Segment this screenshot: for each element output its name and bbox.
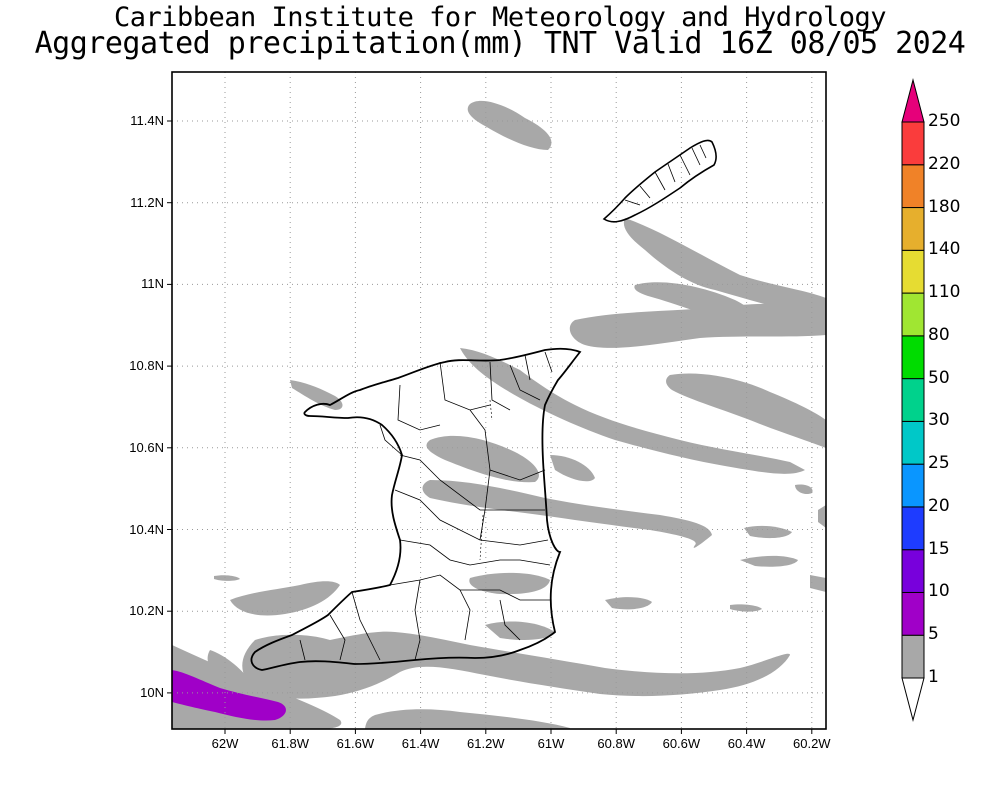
precip-swath-m	[469, 572, 550, 595]
colorbar-segment	[901, 420, 925, 465]
precip-swath-s	[242, 631, 790, 699]
colorbar-segment	[901, 591, 925, 636]
precip-swath-j	[744, 525, 792, 539]
lat-label: 10.4N	[129, 521, 164, 537]
lon-label: 61W	[537, 736, 565, 751]
colorbar-segment	[901, 634, 925, 679]
colorbar-label: 15	[928, 538, 950, 559]
lon-label: 61.8W	[271, 736, 309, 751]
colorbar-label: 80	[928, 324, 950, 345]
colorbar	[901, 78, 925, 722]
precip-swath-i	[795, 484, 813, 495]
precip-swath-d	[666, 373, 826, 448]
title-product: Aggregated precipitation(mm) TNT Valid 1…	[34, 26, 966, 61]
colorbar-label: 20	[928, 495, 950, 516]
lat-label: 11.4N	[130, 113, 164, 128]
precip-swath-k	[740, 555, 798, 567]
colorbar-segment	[901, 292, 925, 337]
precip-swath-r	[485, 621, 555, 640]
colorbar-label: 1	[928, 667, 939, 687]
graticule	[172, 72, 826, 729]
precip-swath-w	[810, 575, 826, 592]
lon-label: 61.2W	[467, 736, 505, 751]
precip-swath-o	[730, 604, 762, 612]
precipitation-layer	[172, 100, 826, 729]
lon-label: 60.2W	[793, 736, 831, 751]
colorbar-segment	[901, 506, 925, 551]
lat-label: 10.2N	[129, 603, 164, 619]
lon-label: 60.4W	[727, 736, 766, 751]
colorbar-bottom-triangle	[901, 677, 925, 722]
colorbar-label: 10	[928, 581, 950, 602]
trinidad-outline	[250, 347, 582, 671]
colorbar-label: 140	[928, 239, 961, 260]
lon-label: 60.8W	[597, 736, 635, 751]
colorbar-segment	[901, 378, 925, 422]
tobago-outline	[602, 139, 717, 223]
title-institute: Caribbean Institute for Meteorology and …	[113, 2, 887, 33]
colorbar-label: 50	[928, 367, 950, 388]
colorbar-segment	[901, 207, 925, 251]
lon-label: 61.6W	[336, 736, 375, 751]
lat-label: 10.8N	[129, 358, 164, 374]
colorbar-label: 250	[928, 111, 961, 131]
precip-swath-b	[569, 303, 826, 348]
colorbar-segment	[901, 121, 925, 166]
colorbar-segment	[901, 249, 925, 294]
precip-swath-g	[550, 455, 595, 482]
lon-label: 62W	[211, 736, 239, 751]
colorbar-segment	[901, 463, 925, 508]
lat-label: 10N	[140, 684, 164, 700]
lat-label: 11.2N	[130, 194, 164, 210]
colorbar-label: 30	[928, 410, 950, 431]
precip-swath-l	[818, 505, 826, 528]
colorbar-segment	[901, 549, 925, 593]
lat-label: 10.6N	[129, 439, 164, 455]
map-frame	[171, 71, 827, 730]
colorbar-label: 180	[928, 196, 961, 217]
colorbar-label: 110	[928, 282, 961, 303]
precip-swath-q	[230, 581, 340, 616]
lon-label: 60.6W	[662, 736, 701, 751]
lon-label: 61.4W	[401, 736, 440, 751]
precip-swath-moderate	[172, 670, 286, 721]
precip-swath-n	[605, 597, 652, 610]
precip-swath-e	[290, 380, 343, 410]
precip-swath-h	[422, 480, 712, 548]
precip-swath-p	[214, 575, 240, 581]
axis-ticks	[167, 120, 813, 734]
colorbar-segment	[901, 164, 925, 209]
colorbar-top-triangle	[901, 78, 925, 123]
precip-swath-north	[467, 100, 552, 150]
precip-swath-tobago-east	[623, 218, 826, 318]
colorbar-label: 220	[928, 153, 961, 174]
colorbar-segment	[901, 335, 925, 380]
colorbar-label: 5	[928, 624, 939, 645]
precip-swath-f	[426, 435, 539, 483]
precip-swath-v	[365, 709, 570, 729]
lat-label: 11N	[141, 276, 164, 292]
colorbar-label: 25	[928, 453, 950, 474]
